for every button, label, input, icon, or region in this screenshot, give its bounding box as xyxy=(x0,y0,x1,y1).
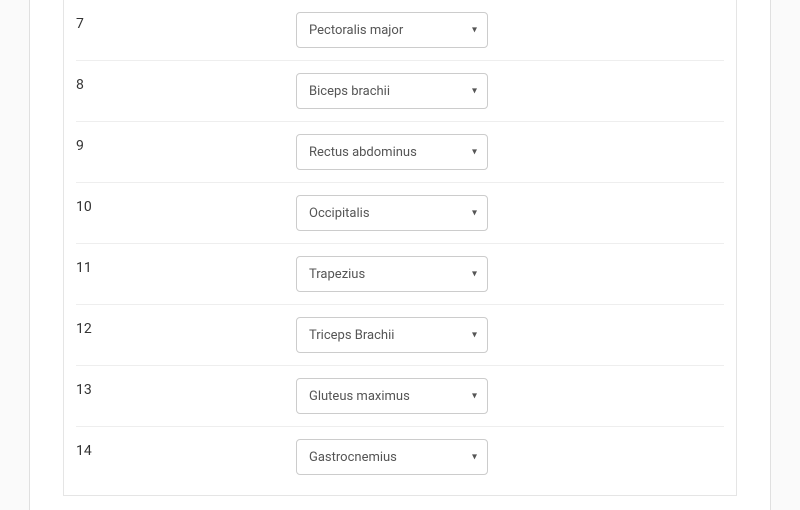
form-row: 14 Gastrocnemius xyxy=(76,426,724,487)
row-number: 7 xyxy=(76,12,296,32)
select-wrapper: Gluteus maximus xyxy=(296,378,488,414)
select-wrapper: Triceps Brachii xyxy=(296,317,488,353)
muscle-select[interactable]: Biceps brachii xyxy=(296,73,488,109)
select-wrapper: Pectoralis major xyxy=(296,12,488,48)
select-value: Biceps brachii xyxy=(309,84,390,99)
row-number: 11 xyxy=(76,256,296,276)
form-row: 12 Triceps Brachii xyxy=(76,304,724,365)
select-wrapper: Gastrocnemius xyxy=(296,439,488,475)
matching-form: 7 Pectoralis major 8 Biceps brachii 9 Re… xyxy=(63,0,737,496)
row-number: 12 xyxy=(76,317,296,337)
select-value: Gastrocnemius xyxy=(309,450,397,465)
muscle-select[interactable]: Triceps Brachii xyxy=(296,317,488,353)
page-container: 7 Pectoralis major 8 Biceps brachii 9 Re… xyxy=(29,0,771,510)
select-wrapper: Biceps brachii xyxy=(296,73,488,109)
select-value: Pectoralis major xyxy=(309,23,403,38)
muscle-select[interactable]: Pectoralis major xyxy=(296,12,488,48)
select-value: Trapezius xyxy=(309,267,365,282)
select-value: Gluteus maximus xyxy=(309,389,410,404)
muscle-select[interactable]: Rectus abdominus xyxy=(296,134,488,170)
select-wrapper: Trapezius xyxy=(296,256,488,292)
form-row: 13 Gluteus maximus xyxy=(76,365,724,426)
muscle-select[interactable]: Trapezius xyxy=(296,256,488,292)
form-row: 8 Biceps brachii xyxy=(76,60,724,121)
muscle-select[interactable]: Gluteus maximus xyxy=(296,378,488,414)
row-number: 9 xyxy=(76,134,296,154)
row-number: 13 xyxy=(76,378,296,398)
form-row: 9 Rectus abdominus xyxy=(76,121,724,182)
select-value: Occipitalis xyxy=(309,206,370,221)
muscle-select[interactable]: Gastrocnemius xyxy=(296,439,488,475)
form-row: 7 Pectoralis major xyxy=(76,0,724,60)
select-value: Rectus abdominus xyxy=(309,145,417,160)
row-number: 14 xyxy=(76,439,296,459)
select-value: Triceps Brachii xyxy=(309,328,394,343)
form-row: 11 Trapezius xyxy=(76,243,724,304)
select-wrapper: Rectus abdominus xyxy=(296,134,488,170)
select-wrapper: Occipitalis xyxy=(296,195,488,231)
row-number: 8 xyxy=(76,73,296,93)
row-number: 10 xyxy=(76,195,296,215)
muscle-select[interactable]: Occipitalis xyxy=(296,195,488,231)
form-row: 10 Occipitalis xyxy=(76,182,724,243)
